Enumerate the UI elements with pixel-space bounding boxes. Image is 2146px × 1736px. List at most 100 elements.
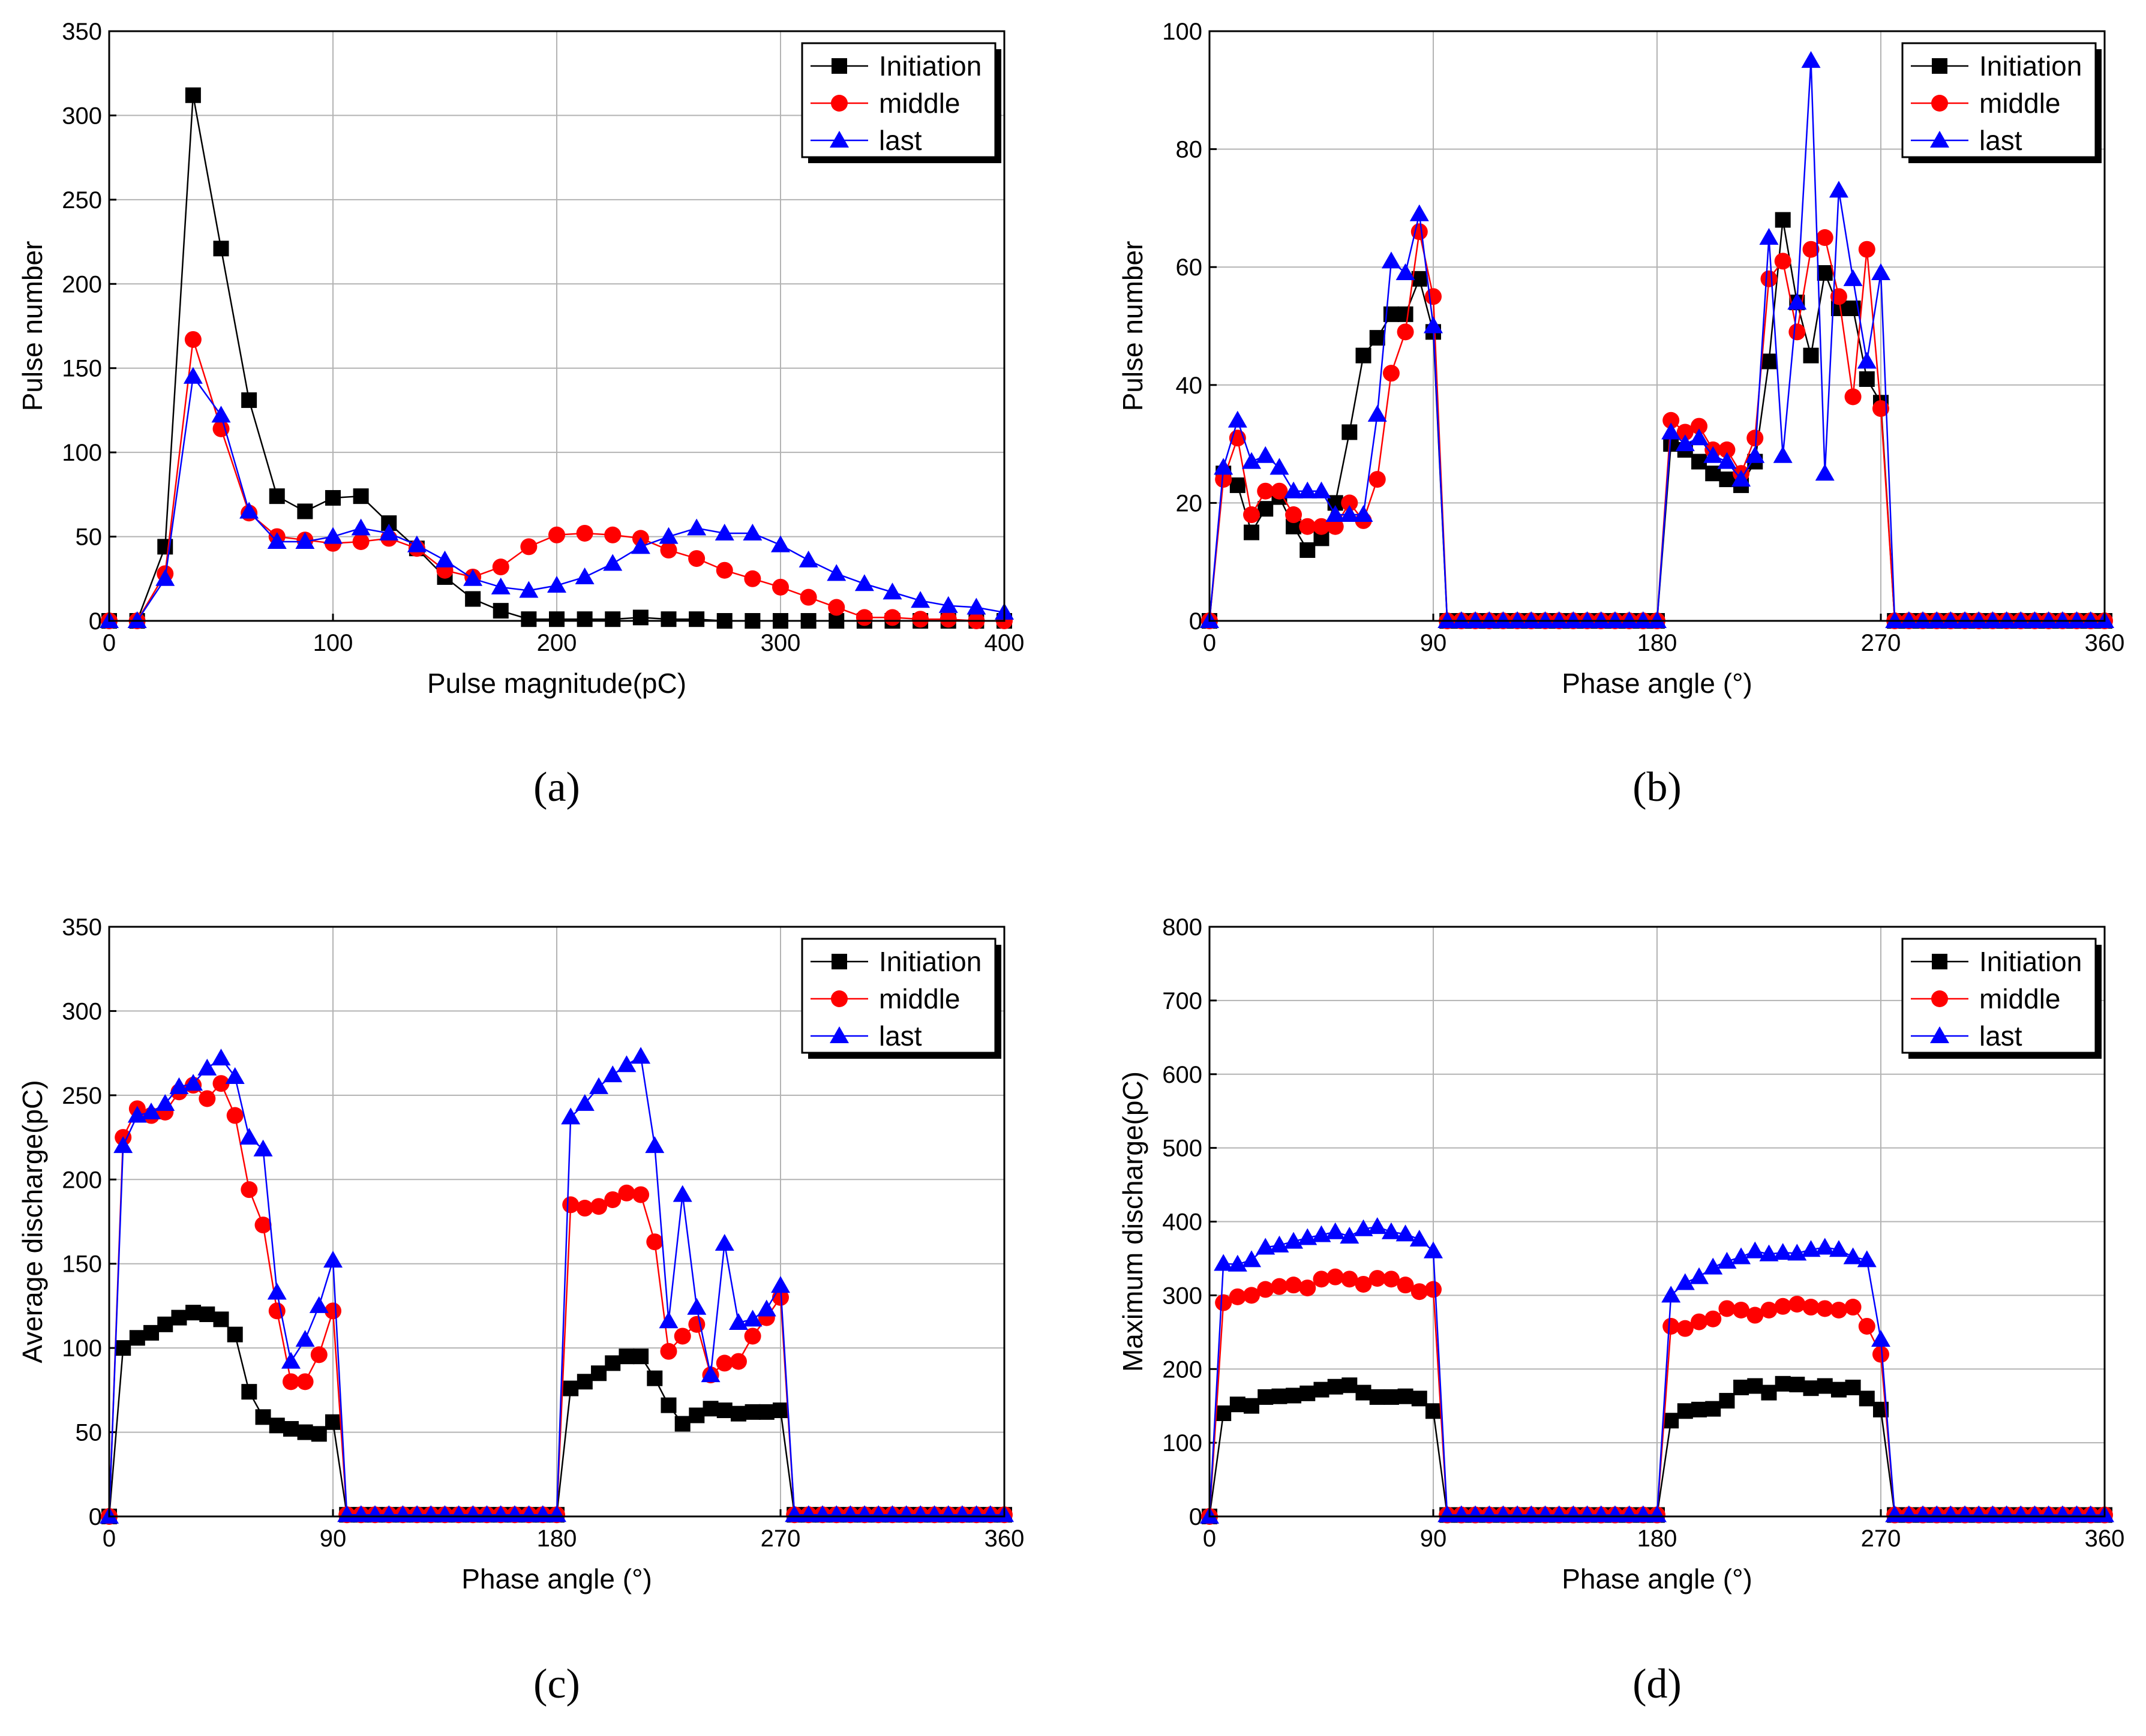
data-point-last [491,577,511,594]
data-point-initiation [1355,1384,1371,1401]
data-point-middle [828,599,845,616]
data-point-last [1298,481,1317,498]
y-axis-label: Maximum discharge(pC) [1117,1071,1148,1372]
data-point-initiation [185,87,201,103]
data-point-last [155,1094,175,1111]
data-point-last [1437,611,1457,628]
x-axis-label: Pulse magnitude(pC) [427,668,686,699]
data-point-middle [1760,270,1778,287]
data-point-last [1815,1238,1835,1255]
data-point-middle [1397,1277,1414,1294]
y-tick-label: 150 [62,1251,102,1278]
data-point-last [393,1505,413,1522]
x-tick-label: 400 [985,630,1025,656]
data-point-middle [1215,471,1232,488]
data-point-last [1759,1244,1779,1262]
data-point-last [1983,611,2003,628]
data-point-middle [184,331,202,348]
data-point-initiation [269,488,285,504]
legend-marker-last [1930,131,1949,148]
data-point-last [1577,1505,1597,1522]
y-tick-label: 350 [62,914,102,941]
data-point-middle [1271,1278,1288,1295]
plot-frame [1208,30,2106,622]
data-point-initiation [1341,1377,1358,1393]
data-point-last [1227,410,1247,428]
data-point-last [1214,1254,1233,1271]
data-point-last [1913,1505,1933,1522]
data-point-last [1493,1505,1513,1522]
plot-frame [1208,926,2106,1518]
data-point-last [1591,1505,1611,1522]
data-point-last [2052,1505,2072,1522]
data-point-middle [1271,482,1288,500]
panel-label: (c) [533,1661,580,1707]
data-point-last [1437,1505,1457,1522]
data-point-last [1409,1229,1429,1247]
data-point-last [1955,1505,1975,1522]
data-point-last [1367,404,1387,422]
data-point-last [1549,611,1569,628]
data-point-last [1577,611,1597,628]
data-point-initiation [269,1417,285,1434]
data-point-last [1857,352,1877,369]
data-point-last [1983,1505,2003,1522]
data-point-middle [688,1315,706,1333]
data-point-last [967,1505,986,1522]
data-point-initiation [1229,477,1245,493]
data-point-last [575,1094,595,1111]
y-tick-label: 50 [76,524,103,551]
data-point-last [1493,611,1513,628]
data-point-middle [1215,1294,1232,1311]
data-point-last [896,1505,916,1522]
data-point-last [2025,1505,2045,1522]
data-point-last [211,406,231,423]
data-point-last [281,1351,301,1369]
data-point-initiation [297,503,313,519]
data-point-middle [226,1107,244,1124]
x-tick-label: 360 [2085,630,2125,656]
data-point-initiation [493,603,509,619]
data-point-last [463,569,483,586]
data-point-middle [1816,229,1833,247]
data-point-middle [744,570,761,587]
data-point-last [142,1102,161,1119]
data-point-last [267,531,287,549]
data-point-initiation [1761,353,1777,370]
x-tick-label: 270 [761,1525,801,1552]
data-point-last [1703,1257,1723,1275]
data-point-middle [1844,388,1862,406]
data-point-last [1311,1225,1331,1242]
data-point-initiation [1733,1379,1749,1395]
y-tick-label: 100 [1162,1430,1202,1456]
data-point-last [771,1276,790,1293]
data-point-middle [1746,430,1764,447]
legend-marker-initiation [832,954,847,969]
data-point-middle [1830,288,1847,305]
data-point-last [1941,611,1961,628]
data-point-last [1508,1505,1527,1522]
data-point-initiation [689,611,705,627]
data-point-initiation [703,1401,719,1417]
data-point-last [1801,1240,1821,1257]
data-point-initiation [619,1348,635,1365]
data-point-last [1563,611,1583,628]
data-point-last [295,1330,315,1347]
data-point-last [1214,458,1233,475]
data-point-middle [1858,241,1875,258]
data-point-last [1941,1505,1961,1522]
data-point-last [239,1128,259,1145]
data-point-last [1927,1505,1947,1522]
y-tick-label: 600 [1162,1062,1202,1088]
x-tick-label: 0 [1203,1525,1216,1552]
data-point-middle [576,524,593,542]
data-point-initiation [1677,1403,1693,1419]
data-point-last [925,1505,944,1522]
data-point-middle [1691,1313,1708,1330]
data-point-initiation [647,1370,663,1386]
data-point-middle [1718,441,1736,458]
data-point-initiation [577,1374,593,1390]
data-point-last [2081,611,2100,628]
legend-label: last [1979,125,2022,156]
data-point-last [715,1234,734,1251]
